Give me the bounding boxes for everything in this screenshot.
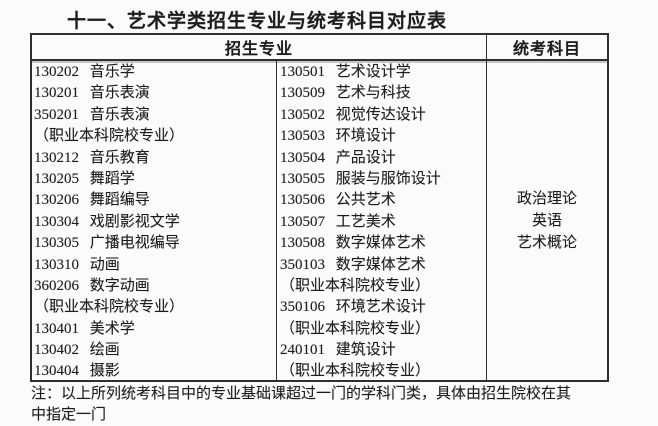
majors-subjects-table: 招生专业 统考科目 130202 音乐学 130201 音乐表演 350201 音乐… bbox=[30, 33, 609, 382]
subject-line: 政治理论 bbox=[516, 190, 577, 207]
major-line: 350106 环境艺术设计 bbox=[280, 299, 426, 316]
header-cell-subjects: 统考科目 bbox=[512, 41, 581, 58]
major-line: 130504 产品设计 bbox=[280, 149, 396, 166]
major-line: 130501 艺术设计学 bbox=[280, 64, 411, 80]
majors-column-2: 130501 艺术设计学 130509 艺术与科技 130502 视觉传达设计 130… bbox=[277, 61, 487, 380]
major-line: （职业本科院校专业） bbox=[34, 128, 185, 145]
header-cell-majors: 招生专业 bbox=[32, 35, 487, 59]
majors-column-1: 130202 音乐学 130201 音乐表演 350201 音乐表演 （职业本科院校专… bbox=[32, 61, 277, 380]
major-line: 130202 音乐学 bbox=[34, 64, 135, 80]
footnote-line: 中指定一门 bbox=[31, 407, 107, 423]
major-line: 130506 公共艺术 bbox=[280, 192, 396, 209]
subjects-cell: 政治理论英语艺术概论 bbox=[487, 61, 607, 380]
major-line: 130509 艺术与科技 bbox=[280, 85, 411, 102]
major-line: 130212 音乐教育 bbox=[34, 149, 150, 166]
major-line: 130507 工艺美术 bbox=[280, 213, 396, 230]
major-line: 130206 舞蹈编导 bbox=[34, 192, 150, 209]
major-line: 130503 环境设计 bbox=[280, 128, 396, 145]
major-line: 240101 建筑设计 bbox=[280, 342, 396, 359]
footnote: 注：以上所列统考科目中的专业基础课超过一门的学科门类，具体由招生院校在其 中指定一… bbox=[31, 384, 656, 426]
major-line: 130205 舞蹈学 bbox=[34, 170, 135, 187]
major-line: 130508 数字媒体艺术 bbox=[280, 235, 426, 252]
major-line: 130201 音乐表演 bbox=[34, 85, 150, 102]
major-line: 350103 数字媒体艺术 bbox=[280, 256, 426, 273]
major-line: 350201 音乐表演 bbox=[34, 106, 150, 123]
subject-line: 艺术概论 bbox=[516, 234, 577, 251]
table-header-row: 招生专业 统考科目 bbox=[32, 35, 607, 61]
major-line: 130505 服装与服饰设计 bbox=[280, 170, 441, 187]
subject-line: 英语 bbox=[531, 212, 562, 229]
major-line: （职业本科院校专业） bbox=[34, 299, 185, 316]
footnote-line: 注：以上所列统考科目中的专业基础课超过一门的学科门类，具体由招生院校在其 bbox=[31, 386, 572, 402]
major-line: （职业本科院校专业） bbox=[280, 277, 431, 294]
major-line: （职业本科院校专业） bbox=[280, 320, 431, 337]
page-title: 十一、艺术学类招生专业与统考科目对应表 bbox=[67, 11, 448, 32]
major-line: 130305 广播电视编导 bbox=[34, 235, 180, 252]
major-line: 360206 数字动画 bbox=[34, 277, 150, 294]
major-line: 130404 摄影 bbox=[34, 363, 120, 380]
major-line: （职业本科院校专业） bbox=[280, 363, 431, 380]
major-line: 130402 绘画 bbox=[34, 342, 120, 359]
major-line: 130310 动画 bbox=[34, 256, 120, 273]
major-line: 130502 视觉传达设计 bbox=[280, 106, 426, 123]
table-body: 130202 音乐学 130201 音乐表演 350201 音乐表演 （职业本科院校专… bbox=[32, 61, 607, 380]
major-line: 130401 美术学 bbox=[34, 320, 135, 337]
major-line: 130304 戏剧影视文学 bbox=[34, 213, 180, 230]
